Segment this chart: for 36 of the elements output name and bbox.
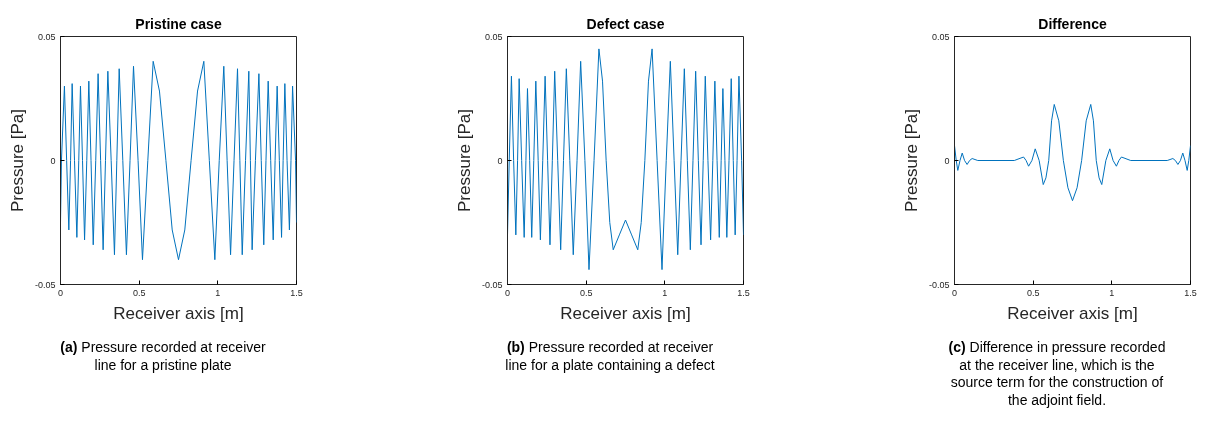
y-tick-label: -0.05	[928, 279, 950, 290]
line-series	[507, 48, 744, 271]
x-axis-title: Receiver axis [m]	[560, 303, 691, 323]
chart-title: Pristine case	[135, 15, 222, 32]
y-axis-title: Pressure [Pa]	[454, 108, 474, 212]
x-tick-label: 1.5	[737, 287, 750, 298]
text: (b) Pressure recorded at receiver line for a plate containing a defect	[504, 339, 716, 374]
x-axis-title: Receiver axis [m]	[113, 303, 244, 323]
x-tick-label: 0	[952, 287, 958, 298]
text: (a) Pressure recorded at receiver line for a pristine plate	[59, 339, 267, 374]
y-tick-label: 0.05	[484, 31, 503, 42]
y-tick-label: 0	[497, 155, 503, 166]
line-series	[954, 103, 1191, 202]
x-tick-label: 1.5	[290, 287, 303, 298]
x-tick-label: 0.5	[579, 287, 593, 298]
y-tick-label: 0.05	[37, 31, 56, 42]
y-tick-label: 0	[50, 155, 56, 166]
line-series	[60, 60, 297, 261]
x-tick-label: 0	[505, 287, 511, 298]
y-tick-label: 0.05	[931, 31, 950, 42]
y-tick-label: -0.05	[34, 279, 56, 290]
text: (c) Difference in pressure recorded at the receiver line, which is the source term for the construction of the adjoint field.	[947, 339, 1167, 409]
x-tick-label: 1	[662, 287, 668, 298]
y-axis-title: Pressure [Pa]	[901, 108, 921, 212]
y-tick-label: -0.05	[481, 279, 503, 290]
x-tick-label: 0.5	[132, 287, 146, 298]
y-tick-label: 0	[944, 155, 950, 166]
y-axis-title: Pressure [Pa]	[7, 108, 27, 212]
x-tick-label: 0.5	[1026, 287, 1040, 298]
x-tick-label: 0	[58, 287, 64, 298]
chart-title: Difference	[1038, 15, 1107, 32]
x-axis-title: Receiver axis [m]	[1007, 303, 1138, 323]
x-tick-label: 1	[215, 287, 221, 298]
x-tick-label: 1.5	[1184, 287, 1197, 298]
x-tick-label: 1	[1109, 287, 1115, 298]
chart-title: Defect case	[586, 15, 665, 32]
